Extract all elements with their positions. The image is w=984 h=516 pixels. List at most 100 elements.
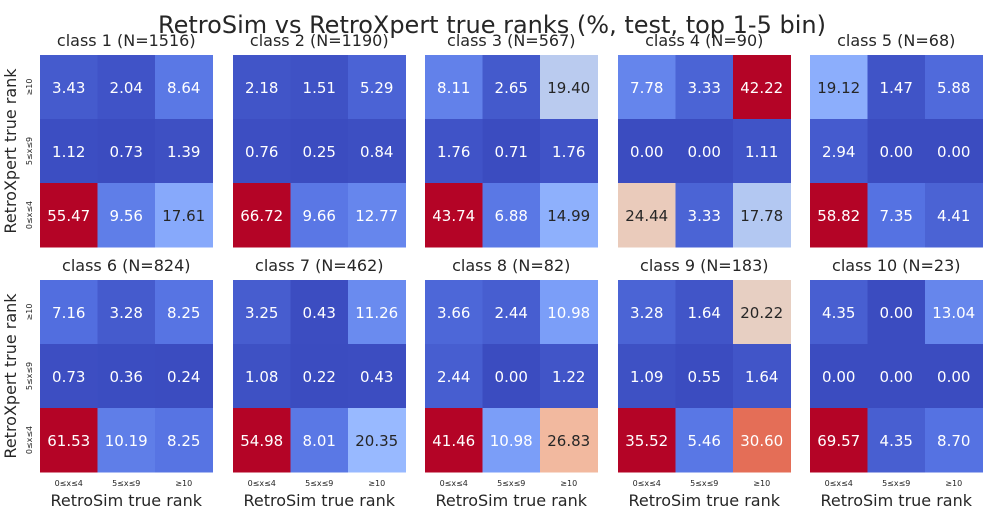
- cell-value-label: 0.24: [167, 368, 200, 386]
- heatmap-cell: [482, 408, 541, 473]
- cell-value-label: 58.82: [817, 207, 860, 225]
- heatmap-cell: [925, 344, 983, 409]
- heatmap-cell: [233, 344, 291, 409]
- heatmap-cell: [810, 183, 868, 248]
- cell-value-label: 3.28: [110, 304, 143, 322]
- cell-value-label: 10.98: [547, 304, 590, 322]
- x-tick-label: 5≤x≤9: [112, 479, 140, 488]
- heatmap-cell: [40, 408, 98, 473]
- cell-value-label: 19.12: [817, 79, 860, 97]
- heatmap-cell: [40, 119, 98, 184]
- heatmap-cell: [233, 119, 291, 184]
- cell-value-label: 8.25: [167, 432, 200, 450]
- heatmap-cell: [675, 119, 734, 184]
- x-axis-label: RetroSim true rank: [243, 491, 395, 510]
- cell-value-label: 69.57: [817, 432, 860, 450]
- cell-value-label: 61.53: [47, 432, 90, 450]
- heatmap-cell: [290, 119, 349, 184]
- heatmap-cell: [233, 408, 291, 473]
- cell-value-label: 20.35: [355, 432, 398, 450]
- panel-title-6: class 6 (N=824): [62, 256, 190, 275]
- cell-value-label: 0.84: [360, 143, 393, 161]
- cell-value-label: 0.43: [360, 368, 393, 386]
- heatmap-cell: [97, 55, 156, 120]
- cell-value-label: 8.01: [303, 432, 336, 450]
- panel-title-2: class 2 (N=1190): [250, 31, 389, 50]
- heatmap-cell: [233, 280, 291, 345]
- cell-value-label: 1.47: [880, 79, 913, 97]
- heatmap-cell: [675, 55, 734, 120]
- heatmap-cell: [482, 119, 541, 184]
- x-tick-label: 5≤x≤9: [882, 479, 910, 488]
- panel-title-5: class 5 (N=68): [837, 31, 955, 50]
- cell-value-label: 20.22: [740, 304, 783, 322]
- panel-title-9: class 9 (N=183): [640, 256, 768, 275]
- cell-value-label: 7.16: [52, 304, 85, 322]
- cell-value-label: 8.64: [167, 79, 200, 97]
- heatmap-cell: [97, 119, 156, 184]
- heatmap-cell: [482, 280, 541, 345]
- x-tick-label: ≥10: [560, 479, 577, 488]
- heatmap-cell: [925, 119, 983, 184]
- x-tick-label: ≥10: [368, 479, 385, 488]
- heatmap-cell: [540, 119, 598, 184]
- cell-value-label: 0.36: [110, 368, 143, 386]
- cell-value-label: 1.09: [630, 368, 663, 386]
- heatmap-cell: [540, 55, 598, 120]
- heatmap-cell: [482, 55, 541, 120]
- cell-value-label: 0.00: [822, 368, 855, 386]
- cell-value-label: 54.98: [240, 432, 283, 450]
- heatmap-cell: [425, 183, 483, 248]
- cell-value-label: 2.65: [495, 79, 528, 97]
- heatmap-cell: [233, 183, 291, 248]
- x-axis-label: RetroSim true rank: [820, 491, 972, 510]
- panel-title-4: class 4 (N=90): [645, 31, 763, 50]
- cell-value-label: 0.00: [880, 368, 913, 386]
- heatmap-cell: [97, 183, 156, 248]
- heatmap-cell: [290, 55, 349, 120]
- heatmap-cell: [540, 280, 598, 345]
- heatmap-cell: [40, 280, 98, 345]
- x-tick-label: 0≤x≤4: [633, 479, 661, 488]
- heatmap-cell: [925, 408, 983, 473]
- cell-value-label: 3.33: [688, 79, 721, 97]
- x-tick-label: 0≤x≤4: [440, 479, 468, 488]
- cell-value-label: 35.52: [625, 432, 668, 450]
- y-tick-label: 5≤x≤9: [25, 137, 34, 165]
- cell-value-label: 0.00: [937, 143, 970, 161]
- cell-value-label: 8.70: [937, 432, 970, 450]
- x-axis-label: RetroSim true rank: [435, 491, 587, 510]
- heatmap-cell: [733, 280, 791, 345]
- heatmap-cell: [925, 183, 983, 248]
- cell-value-label: 1.39: [167, 143, 200, 161]
- x-axis-label: RetroSim true rank: [50, 491, 202, 510]
- heatmap-cell: [290, 280, 349, 345]
- cell-value-label: 6.88: [495, 207, 528, 225]
- heatmap-cell: [348, 280, 406, 345]
- x-tick-label: 0≤x≤4: [248, 479, 276, 488]
- cell-value-label: 66.72: [240, 207, 283, 225]
- heatmap-cell: [675, 408, 734, 473]
- heatmap-cell: [867, 408, 926, 473]
- heatmap-cell: [233, 55, 291, 120]
- cell-value-label: 26.83: [547, 432, 590, 450]
- heatmap-cell: [155, 344, 213, 409]
- heatmap-cell: [675, 183, 734, 248]
- cell-value-label: 2.04: [110, 79, 143, 97]
- heatmap-cell: [810, 119, 868, 184]
- cell-value-label: 8.11: [437, 79, 470, 97]
- heatmap-cell: [733, 183, 791, 248]
- heatmap-cell: [425, 408, 483, 473]
- heatmap-cell: [40, 183, 98, 248]
- cell-value-label: 0.00: [688, 143, 721, 161]
- heatmap-cell: [675, 280, 734, 345]
- chart-title: RetroSim vs RetroXpert true ranks (%, te…: [158, 11, 826, 39]
- heatmap-cell: [618, 119, 676, 184]
- y-tick-label: 0≤x≤4: [25, 201, 34, 229]
- heatmap-cell: [155, 119, 213, 184]
- cell-value-label: 4.35: [822, 304, 855, 322]
- heatmap-cell: [155, 55, 213, 120]
- cell-value-label: 0.43: [303, 304, 336, 322]
- cell-value-label: 14.99: [547, 207, 590, 225]
